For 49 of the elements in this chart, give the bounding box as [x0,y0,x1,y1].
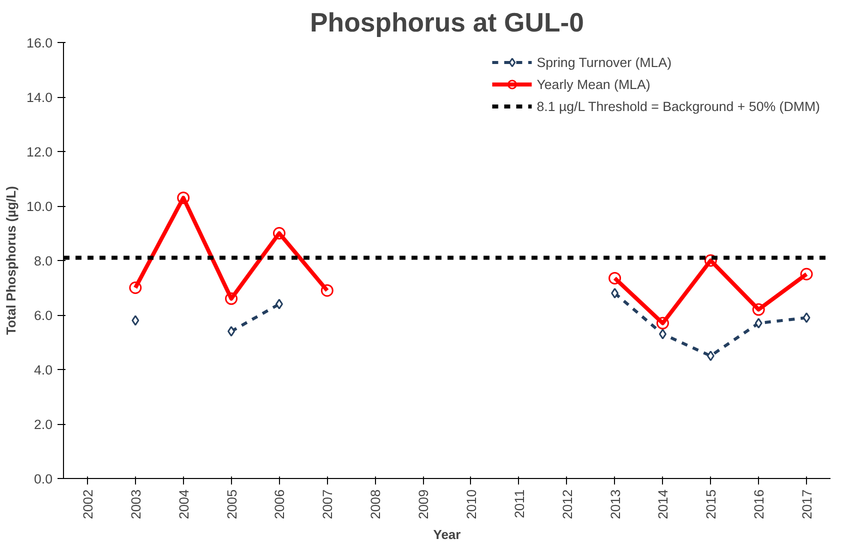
x-tick-label: 2016 [752,489,767,520]
x-tick-label: 2006 [272,489,288,520]
point [228,326,236,337]
y-tick-label: 8.0 [34,254,53,268]
y-tick-label: 2.0 [34,417,53,432]
x-tick-label: 2002 [80,489,96,520]
x-tick-label: 2009 [416,489,432,520]
y-tick-label: 14.0 [26,90,53,105]
y-tick-label: 0.0 [34,472,53,486]
point [656,316,669,330]
x-tick-label: 2004 [176,488,192,520]
x-tick-label: 2015 [704,489,719,520]
point [608,272,622,284]
point [611,288,619,298]
x-tick-label: 2012 [560,489,575,520]
point [704,254,717,267]
x-tick-label: 2005 [224,489,240,520]
point [320,284,334,297]
y-tick-label: 12.0 [26,144,53,160]
y-tick-label: 10.0 [26,199,53,214]
y-tick-label: 6.0 [34,308,53,323]
x-tick-label: 2017 [800,489,815,520]
point [706,350,714,362]
point [754,318,762,328]
x-tick-label: 2011 [512,489,527,518]
point [132,315,140,326]
legend-label: 8.1 µg/L Threshold = Background + 50% (DMM) [536,98,820,114]
x-axis-title: Year [433,527,461,542]
point [802,312,810,323]
x-tick-label: 2010 [464,489,479,520]
x-tick-label: 2014 [656,488,671,520]
x-tick-label: 2007 [320,489,336,520]
y-tick-label: 4.0 [34,362,53,378]
point [752,303,765,316]
x-tick-label: 2013 [608,489,623,520]
point [272,227,286,240]
y-tick-label: 16.0 [26,36,53,50]
x-tick-label: 2003 [128,489,144,520]
point [129,282,142,294]
point [275,298,283,310]
point [177,192,190,204]
chart-title: Phosphorus at GUL-0 [310,8,584,38]
y-axis-title: Total Phosphorus (µg/L) [4,186,19,335]
x-tick-label: 2008 [368,489,384,520]
legend-label: Spring Turnover (MLA) [536,54,672,70]
legend-label: Yearly Mean (MLA) [536,76,650,92]
point [800,268,813,280]
point [225,292,238,305]
point [658,328,666,340]
